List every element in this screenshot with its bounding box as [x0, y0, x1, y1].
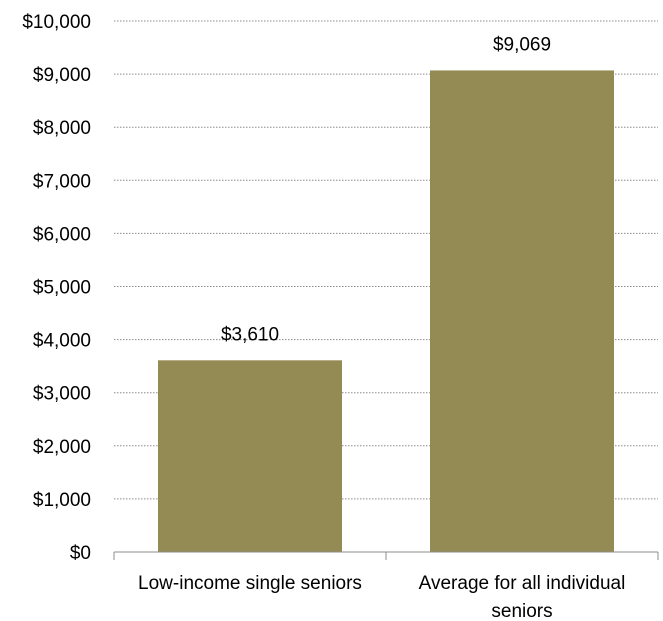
x-axis-category-labels: Low-income single seniors Average for all…: [138, 573, 625, 621]
bars: [158, 70, 614, 552]
data-labels: $3,610 $9,069: [221, 34, 551, 345]
data-label: $3,610: [221, 324, 279, 345]
y-tick-label: $3,000: [33, 384, 91, 405]
y-tick-label: $7,000: [33, 171, 91, 192]
y-tick-label: $10,000: [22, 12, 91, 33]
y-tick-label: $1,000: [33, 490, 91, 511]
y-tick-label: $0: [70, 543, 91, 564]
y-tick-label: $6,000: [33, 224, 91, 245]
y-tick-label: $4,000: [33, 331, 91, 352]
data-label: $9,069: [493, 34, 551, 55]
x-category-label: Average for all individual: [419, 573, 626, 594]
bar: [158, 360, 342, 552]
y-tick-label: $9,000: [33, 65, 91, 86]
y-tick-label: $5,000: [33, 278, 91, 299]
axes: [113, 551, 659, 560]
x-category-label: Low-income single seniors: [138, 573, 362, 594]
x-category-label: seniors: [491, 601, 552, 621]
y-tick-label: $8,000: [33, 118, 91, 139]
y-tick-label: $2,000: [33, 437, 91, 458]
bar: [430, 70, 614, 552]
y-axis-tick-labels: $0 $1,000 $2,000 $3,000 $4,000 $5,000 $6,000 $7…: [22, 12, 91, 564]
